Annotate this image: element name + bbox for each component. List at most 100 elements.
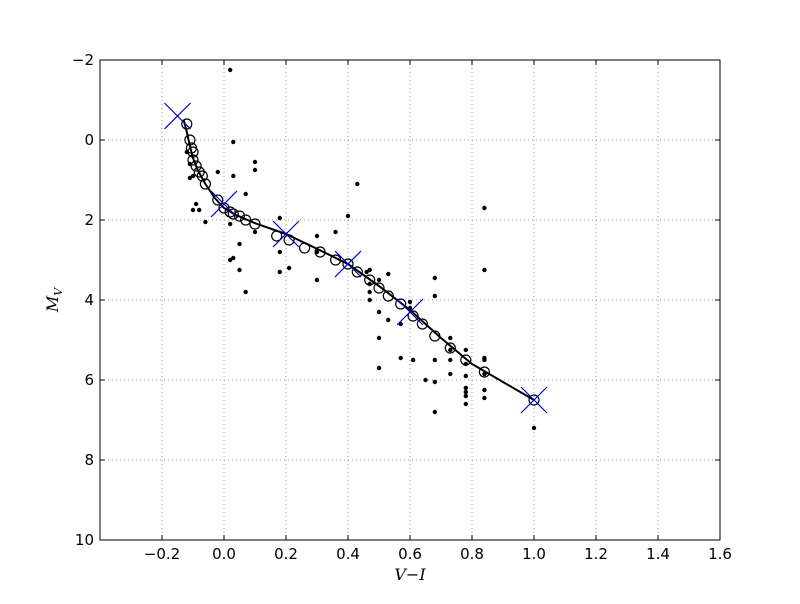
data-point [237,241,242,247]
knot-marker [164,102,191,130]
binned-point [184,134,196,146]
y-axis-label-main: M [43,295,62,313]
data-point [187,175,193,181]
data-point [376,309,382,315]
knot-marker [334,250,362,278]
data-point [355,181,360,187]
data-point [398,355,403,361]
data-point [463,393,468,399]
y-tick-label: −2 [72,51,94,69]
binned-point [299,242,311,254]
data-point [448,335,453,341]
data-point [367,289,372,295]
y-tick-label: 10 [75,531,94,549]
data-layer [164,67,548,431]
y-tick-label: 8 [84,451,94,469]
y-tick-label: 6 [84,371,94,389]
data-point [252,167,258,173]
binned-point [218,202,230,214]
data-point [243,191,248,197]
data-point [482,357,487,363]
data-point [228,257,233,263]
data-point [333,229,338,235]
binned-point [187,154,199,166]
y-axis-label-subscript: V [52,287,65,296]
binned-point [364,274,376,286]
data-point [228,67,233,73]
data-point [345,213,351,219]
binned-point [271,230,283,242]
x-tick-label: 0.0 [212,545,236,563]
data-point [314,249,320,255]
data-point [231,139,236,145]
binned-point [407,310,419,322]
x-tick-label: −0.2 [144,545,180,563]
x-tick-label: 1.2 [584,545,608,563]
data-point [228,221,233,227]
binned-point [373,282,385,294]
binned-point [395,298,407,310]
binned-point [196,170,208,182]
data-point [482,205,487,211]
data-point [367,267,372,273]
data-point [252,229,258,235]
data-point [277,215,282,221]
binned-point [190,160,202,172]
binned-point [351,266,363,278]
binned-point [181,118,193,130]
data-point [231,173,236,179]
knot-marker [520,386,548,414]
knot-marker [210,190,238,218]
data-point [407,299,413,305]
binned-point [416,318,428,330]
knot-stroke [396,298,424,326]
binned-point [187,146,199,158]
knot-marker [396,298,424,326]
data-point [432,357,437,363]
knot-stroke [520,386,548,414]
y-axis-label: MV [43,287,65,313]
data-point [463,389,468,395]
knot-stroke [210,190,238,218]
data-point [190,207,196,213]
binned-point [478,366,490,378]
knot-stroke [334,250,362,278]
data-point [215,169,220,175]
binned-point [199,178,211,190]
data-point [237,267,242,273]
data-point [482,395,487,401]
binned-point [382,290,394,302]
y-tick-label: 2 [84,211,94,229]
y-tick-label: 4 [84,291,94,309]
data-point [386,317,391,323]
data-point [463,401,468,407]
data-point [432,275,437,281]
data-point [376,365,382,371]
x-tick-label: 0.6 [398,545,422,563]
binned-point [429,330,441,342]
x-tick-label: 1.0 [522,545,546,563]
data-point [448,347,453,353]
x-tick-label: 1.6 [708,545,732,563]
x-tick-label: 0.4 [336,545,360,563]
data-point [432,379,437,385]
knot-stroke [272,220,300,248]
x-tick-label: 0.2 [274,545,298,563]
binned-point [528,394,540,406]
x-axis-label: V−I [394,565,426,584]
binned-point [249,218,261,230]
data-point [482,387,487,393]
x-tick-label: 0.8 [460,545,484,563]
data-point [277,269,282,275]
data-point [376,335,382,341]
x-tick-label: 1.4 [646,545,670,563]
data-point [277,249,282,255]
data-point [197,207,202,213]
binned-point [233,210,246,222]
data-point [423,377,428,383]
fit-curve [182,119,535,401]
data-point [376,277,382,283]
data-point [314,277,320,283]
knot-stroke [164,102,191,130]
